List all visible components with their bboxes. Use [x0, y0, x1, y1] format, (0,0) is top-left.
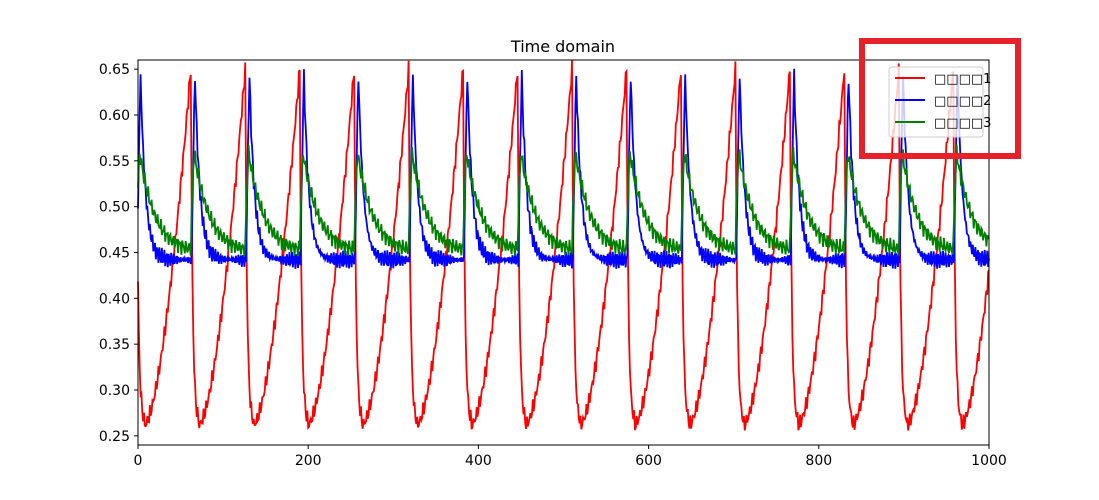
legend-label-series-3: □□□□3 — [934, 116, 991, 131]
highlight-box-annotation — [859, 38, 1021, 159]
series-line-1 — [137, 60, 990, 431]
y-tick-label: 0.25 — [99, 429, 130, 445]
y-tick-label: 0.30 — [99, 383, 130, 399]
y-tick-label: 0.50 — [99, 200, 130, 216]
y-tick-label: 0.65 — [99, 62, 130, 78]
x-tick-label: 200 — [295, 453, 322, 469]
legend-label-series-1: □□□□1 — [934, 72, 991, 87]
y-tick-label: 0.40 — [99, 291, 130, 307]
x-tick-label: 0 — [134, 453, 143, 469]
legend-label-series-2: □□□□2 — [934, 94, 991, 109]
chart-title: Time domain — [510, 37, 615, 56]
series-line-3 — [137, 144, 990, 257]
y-tick-label: 0.55 — [99, 154, 130, 170]
y-tick-label: 0.35 — [99, 337, 130, 353]
series-line-2 — [137, 68, 990, 269]
legend-box — [888, 66, 984, 138]
legend: □□□□1 □□□□2 □□□□3 — [888, 66, 991, 138]
y-tick-label: 0.60 — [99, 108, 130, 124]
x-tick-label: 1000 — [971, 453, 1007, 469]
y-axis: 0.25 0.30 0.35 0.40 0.45 0.50 0.55 0.60 0.65 — [99, 62, 138, 445]
x-tick-label: 600 — [635, 453, 662, 469]
y-tick-label: 0.45 — [99, 246, 130, 262]
series-layer — [137, 60, 990, 431]
x-axis: 0 200 400 600 800 1000 — [134, 445, 1007, 469]
x-tick-label: 800 — [805, 453, 832, 469]
x-tick-label: 400 — [465, 453, 492, 469]
